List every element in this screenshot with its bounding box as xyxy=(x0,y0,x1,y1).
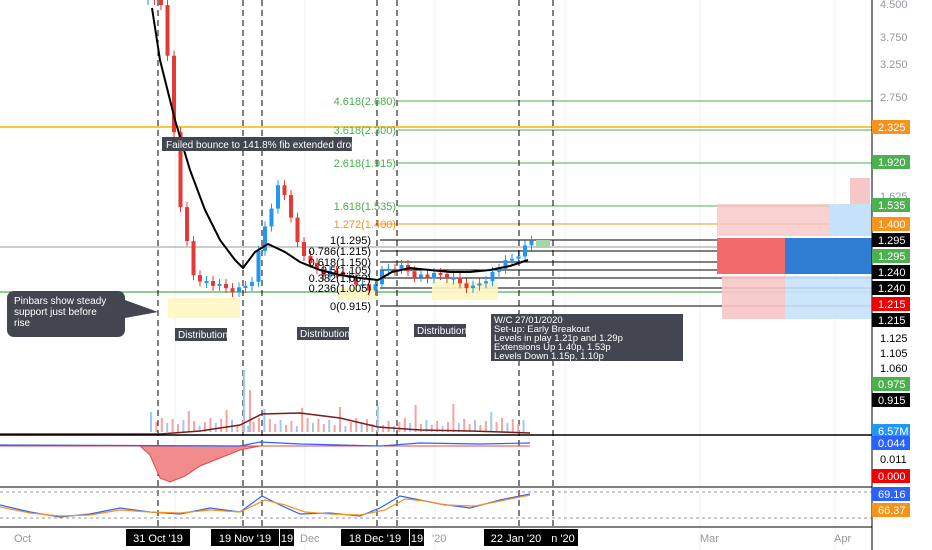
fib-label: 0.618(1.150) xyxy=(309,257,371,269)
date-marker-label: 19 xyxy=(281,533,293,545)
price-badge-label: 1.535 xyxy=(878,200,906,212)
volume-average-line xyxy=(0,412,531,435)
distribution-3: Distribution xyxy=(417,326,467,337)
price-badge xyxy=(872,233,910,247)
price-badge xyxy=(872,297,910,311)
date-marker-label: 19 xyxy=(411,533,423,545)
price-badge xyxy=(872,217,910,231)
price-badge xyxy=(872,424,910,438)
price-badge xyxy=(872,313,910,327)
failed-bounce-text: Failed bounce to 141.8% fib extended dro… xyxy=(166,140,359,151)
price-badge-label: 1.295 xyxy=(878,251,906,263)
price-axis-label: 1.060 xyxy=(880,363,908,375)
date-marker-label: 22 Jan '20 xyxy=(491,533,541,545)
time-axis-label: Mar xyxy=(700,533,719,545)
price-badge xyxy=(872,377,910,391)
price-axis-tick: 4.500 xyxy=(880,0,908,11)
price-badge-label: 66.37 xyxy=(878,505,906,517)
time-axis-label: '20 xyxy=(432,533,446,545)
date-marker xyxy=(341,529,409,546)
date-marker xyxy=(484,529,548,546)
price-badge xyxy=(872,155,910,169)
price-badge-label: 0.000 xyxy=(878,471,906,483)
price-badge-label: 1.215 xyxy=(878,315,906,327)
price-badge xyxy=(872,120,910,134)
fib-label: 1(1.295) xyxy=(330,235,371,247)
price-badge xyxy=(872,436,910,450)
wc-note: W/C 27/01/2020 Set-up: Early Breakout Le… xyxy=(491,314,683,362)
fib-labels: 4.618(2.680) 3.618(2.300) 2.618(1.915) 1.61… xyxy=(309,96,396,313)
price-badges: 2.325 1.920 1.535 1.400 1.295 1.295 1.240 1.240… xyxy=(872,120,910,517)
date-marker xyxy=(126,529,190,546)
macd-area xyxy=(0,445,530,483)
candles xyxy=(147,0,534,298)
time-axis: Oct Dec '20 Mar Apr 31 Oct '19 19 Nov '19 19 18 … xyxy=(14,529,851,546)
date-marker xyxy=(548,529,578,546)
price-badge-label: 1.400 xyxy=(878,219,906,231)
price-axis-tick: 3.750 xyxy=(880,32,908,44)
price-axis-tick: 3.250 xyxy=(880,59,908,71)
fib-label: 0(0.915) xyxy=(330,301,371,313)
vertical-dashed-lines xyxy=(157,0,554,528)
date-marker-label: 19 Nov '19 xyxy=(219,533,271,545)
price-badge xyxy=(872,487,910,501)
price-axis-label: 0.011 xyxy=(880,454,907,466)
price-badge xyxy=(872,393,910,407)
grid xyxy=(174,0,836,550)
date-marker xyxy=(280,529,294,546)
fib-label: 4.618(2.680) xyxy=(334,96,396,108)
price-badge xyxy=(872,281,910,295)
price-badge-label: 1.240 xyxy=(878,283,906,295)
price-badge-label: 0.915 xyxy=(878,395,906,407)
date-marker-label: 18 Dec '19 xyxy=(349,533,401,545)
price-badge-label: 1.295 xyxy=(878,235,906,247)
distribution-2: Distribution xyxy=(300,329,350,340)
zones xyxy=(168,178,872,319)
distribution-labels: Distribution Distribution Distribution xyxy=(175,324,467,341)
fib-label: 1.618(1.535) xyxy=(334,201,396,213)
pinbars-text: Pinbars show steady support just before … xyxy=(14,296,109,329)
pinbars-note: Pinbars show steady support just before … xyxy=(7,291,158,337)
price-badge-label: 69.16 xyxy=(878,489,906,501)
date-marker-label: n '20 xyxy=(551,533,575,545)
fib-label: 0.236(1.005) xyxy=(309,283,371,295)
price-axis-tick: 2.750 xyxy=(880,92,908,104)
fib-label: 3.618(2.300) xyxy=(334,125,396,137)
date-marker xyxy=(211,529,279,546)
price-badge-label: 2.325 xyxy=(878,122,906,134)
fib-label: 0.786(1.215) xyxy=(309,246,371,258)
price-badge-label: 0.975 xyxy=(878,379,906,391)
time-axis-label: Apr xyxy=(834,533,851,545)
wc-text: W/C 27/01/2020 Set-up: Early Breakout Le… xyxy=(494,315,626,362)
failed-bounce-note: Failed bounce to 141.8% fib extended dro… xyxy=(162,137,359,151)
price-badge-label: 1.215 xyxy=(878,299,906,311)
price-badge-label: 0.044 xyxy=(878,438,906,450)
moving-average-line xyxy=(151,7,529,282)
price-badge xyxy=(872,198,910,212)
fib-label: 1.272(1.400) xyxy=(334,219,396,231)
macd-line xyxy=(0,441,531,447)
distribution-1: Distribution xyxy=(178,330,228,341)
date-marker-label: 31 Oct '19 xyxy=(133,533,183,545)
time-axis-label: Oct xyxy=(14,533,31,545)
fib-label: 2.618(1.915) xyxy=(334,158,396,170)
date-marker xyxy=(410,529,424,546)
volume-bars xyxy=(150,370,525,432)
price-badge-label: 1.920 xyxy=(878,157,906,169)
time-axis-label: Dec xyxy=(300,533,320,545)
price-badge xyxy=(872,265,910,279)
price-badge-label: 1.240 xyxy=(878,267,906,279)
price-badge-label: 6.57M xyxy=(878,426,909,438)
price-axis-label: 1.125 xyxy=(880,333,908,345)
price-badge xyxy=(872,249,910,263)
stochastic-d xyxy=(0,494,531,517)
price-badge xyxy=(872,469,910,483)
fib-label: 0.5(1.105) xyxy=(321,265,371,277)
price-axis-label: 1.105 xyxy=(880,348,908,360)
price-badge xyxy=(872,503,910,517)
fib-label: 0.382(1.06?) xyxy=(309,273,371,285)
